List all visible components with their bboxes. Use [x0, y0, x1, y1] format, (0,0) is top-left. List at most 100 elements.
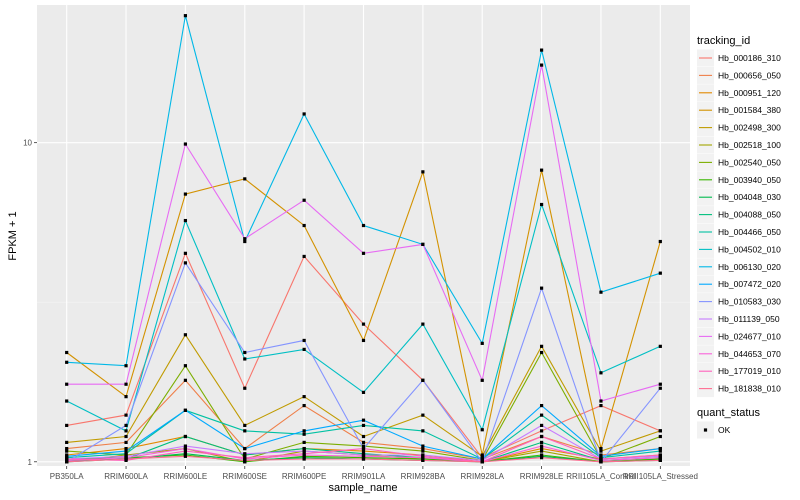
data-point	[658, 453, 662, 457]
legend-label: Hb_024677_010	[718, 331, 781, 341]
legend-item: Hb_044653_070	[697, 345, 781, 363]
x-tick-label: RRIM600LE	[164, 472, 208, 481]
data-point	[243, 452, 247, 456]
data-point	[599, 446, 603, 451]
x-tick-label: RRIM901LA	[342, 472, 386, 481]
data-point	[243, 177, 247, 181]
data-point	[302, 338, 306, 343]
data-point	[480, 454, 484, 458]
data-point	[302, 429, 306, 433]
y-axis-title: FPKM + 1	[7, 211, 19, 260]
x-tick-label: RRIM928LA	[460, 472, 504, 481]
shape-legend-items: OK	[697, 421, 731, 439]
legend-item: Hb_002540_050	[697, 153, 781, 171]
data-point	[361, 449, 366, 453]
data-point	[599, 371, 603, 375]
legend-item: Hb_000186_310	[697, 49, 781, 67]
data-point	[243, 456, 247, 460]
data-point	[361, 338, 366, 343]
data-point	[421, 242, 425, 246]
data-point	[65, 423, 69, 428]
data-point	[361, 440, 366, 445]
data-point	[302, 403, 306, 408]
y-axis: 1 10	[23, 139, 37, 467]
legend-label: Hb_000186_310	[718, 53, 781, 63]
data-point	[658, 456, 662, 460]
legend-item: Hb_002498_300	[697, 119, 781, 137]
data-point	[599, 403, 603, 408]
data-point	[539, 403, 544, 408]
shape-legend-item: OK	[697, 421, 731, 439]
data-point	[539, 63, 544, 67]
data-point	[124, 434, 128, 439]
data-point	[361, 322, 366, 326]
legend-item: Hb_010583_030	[697, 293, 781, 311]
data-point	[539, 344, 544, 348]
legend-label: Hb_000656_050	[718, 70, 781, 80]
data-point	[65, 360, 69, 364]
data-point	[361, 223, 366, 228]
data-point	[302, 457, 306, 461]
data-point	[124, 382, 128, 386]
data-point	[183, 14, 188, 18]
legend-item: Hb_000656_050	[697, 66, 781, 84]
data-point	[421, 458, 425, 462]
data-point	[65, 446, 69, 451]
x-tick-label: PB350LA	[50, 472, 84, 481]
legend: tracking_id Hb_000186_310Hb_000656_050Hb…	[697, 35, 781, 439]
legend-item: Hb_006130_020	[697, 258, 781, 276]
data-point	[421, 413, 425, 417]
legend-label: Hb_177019_010	[718, 366, 781, 376]
legend-label: Hb_002518_100	[718, 140, 781, 150]
data-point	[65, 399, 69, 403]
data-point	[243, 239, 247, 244]
legend-item: Hb_004048_030	[697, 188, 781, 206]
data-point	[361, 434, 366, 439]
data-point	[302, 347, 306, 351]
x-tick-label: RRIM600LA	[104, 472, 148, 481]
x-tick-label: RRIM600PE	[282, 472, 326, 481]
data-point	[65, 350, 69, 355]
x-tick-label: RRII105LA_Control	[566, 472, 636, 481]
legend-item: Hb_004502_010	[697, 240, 781, 258]
legend-label: Hb_004048_030	[718, 192, 781, 202]
data-point	[361, 418, 366, 422]
data-point	[658, 271, 662, 275]
legend-item: Hb_181838_010	[697, 380, 781, 398]
data-point	[243, 423, 247, 428]
data-point	[183, 364, 188, 368]
legend-item: Hb_177019_010	[697, 362, 781, 380]
data-point	[361, 251, 366, 255]
data-point	[302, 112, 306, 116]
data-point	[539, 449, 544, 453]
data-point	[183, 251, 188, 255]
data-point	[302, 223, 306, 228]
data-point	[658, 446, 662, 451]
data-point	[183, 408, 188, 412]
data-point	[302, 452, 306, 456]
data-point	[421, 378, 425, 382]
data-point	[302, 395, 306, 399]
data-point	[658, 449, 662, 453]
data-point	[243, 446, 247, 451]
legend-label: Hb_004466_050	[718, 227, 781, 237]
data-point	[183, 452, 188, 456]
data-point	[302, 432, 306, 436]
data-point	[65, 457, 69, 461]
data-point	[361, 423, 366, 428]
data-point	[658, 386, 662, 390]
data-point	[124, 457, 128, 461]
data-point	[658, 429, 662, 433]
data-point	[65, 460, 69, 464]
data-point	[65, 382, 69, 386]
data-point	[658, 382, 662, 386]
data-point	[243, 357, 247, 361]
data-point	[539, 286, 544, 290]
x-axis-title: sample_name	[328, 482, 397, 494]
data-point	[539, 423, 544, 428]
data-point	[243, 429, 247, 433]
data-point	[302, 254, 306, 259]
data-point	[124, 440, 128, 445]
legend-label: Hb_010583_030	[718, 297, 781, 307]
